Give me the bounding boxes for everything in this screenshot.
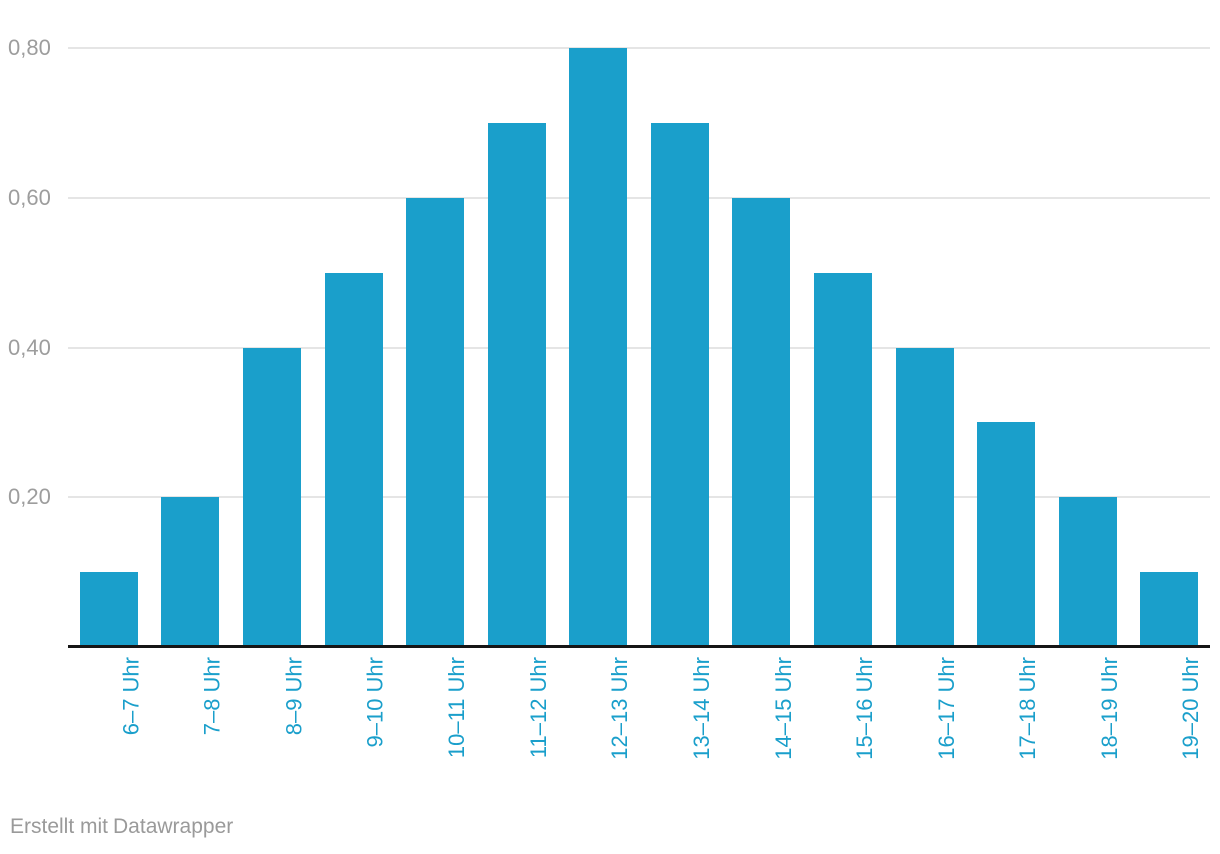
attribution: Erstellt mit Datawrapper [10,814,233,840]
gridline-0-60 [68,197,1210,199]
bar-17-18-uhr [977,422,1036,647]
x-axis-tick-label-6-7-uhr: 6–7 Uhr [117,657,143,736]
bar-10-11-uhr [406,197,465,648]
gridline-0-40 [68,347,1210,349]
x-axis-tick-label-12-13-uhr: 12–13 Uhr [607,657,633,760]
bar-6-7-uhr [79,572,138,647]
bar-9-10-uhr [324,272,383,647]
bar-7-8-uhr [161,497,220,648]
y-axis-tick-label: 0,60 [8,185,51,210]
gridline-0-80 [68,47,1210,49]
x-axis-tick-label-15-16-uhr: 15–16 Uhr [851,657,877,760]
x-axis-line [68,645,1210,648]
x-axis-tick-label-19-20-uhr: 19–20 Uhr [1178,657,1204,760]
y-axis-tick-label: 0,80 [8,35,51,60]
y-axis-tick-label: 0,40 [8,335,51,360]
x-axis-tick-label-8-9-uhr: 8–9 Uhr [280,657,306,736]
bar-15-16-uhr [813,272,872,647]
x-axis-tick-label-16-17-uhr: 16–17 Uhr [933,657,959,760]
x-axis-tick-label-17-18-uhr: 17–18 Uhr [1015,657,1041,760]
datawrapper-link[interactable]: Datawrapper [113,815,234,838]
bar-11-12-uhr [487,122,546,647]
x-axis-tick-label-13-14-uhr: 13–14 Uhr [688,657,714,760]
attribution-prefix: Erstellt mit [10,815,109,838]
bar-12-13-uhr [569,48,628,647]
gridline-0-20 [68,496,1210,498]
x-axis-tick-label-7-8-uhr: 7–8 Uhr [199,657,225,736]
bar-16-17-uhr [895,347,954,647]
bar-18-19-uhr [1058,497,1117,648]
bar-14-15-uhr [732,197,791,648]
y-axis-tick-label: 0,20 [8,484,51,509]
x-axis-tick-label-18-19-uhr: 18–19 Uhr [1096,657,1122,760]
bar-13-14-uhr [650,122,709,647]
x-axis-tick-label-10-11-uhr: 10–11 Uhr [444,657,470,759]
x-axis-tick-label-11-12-uhr: 11–12 Uhr [525,657,551,759]
x-axis-tick-label-9-10-uhr: 9–10 Uhr [362,657,388,748]
bar-19-20-uhr [1140,572,1199,647]
x-axis-tick-label-14-15-uhr: 14–15 Uhr [770,657,796,760]
bar-8-9-uhr [242,347,301,647]
